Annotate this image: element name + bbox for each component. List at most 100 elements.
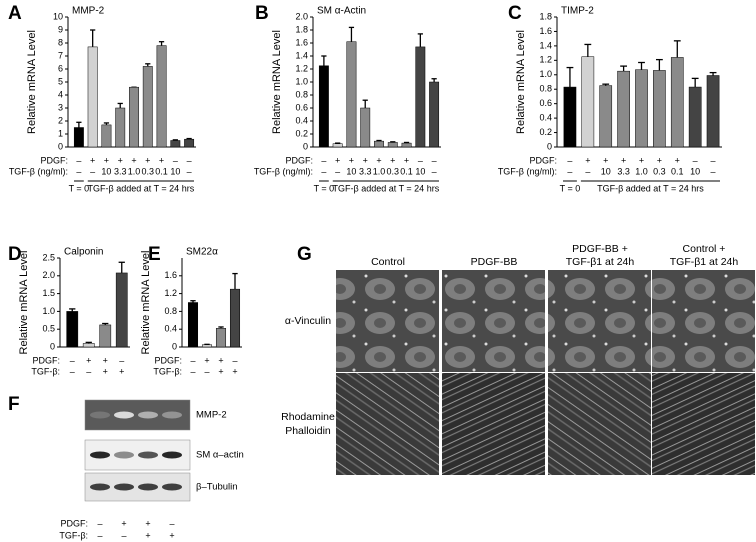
- y-tick-label: 0.5: [42, 324, 55, 334]
- y-tick-label: 1.6: [164, 270, 177, 280]
- bar: [87, 46, 98, 148]
- chart-title: SM22α: [186, 247, 218, 258]
- condition-value: –: [70, 366, 75, 376]
- condition-value: –: [711, 155, 716, 165]
- blot-label: MMP-2: [196, 410, 227, 421]
- row-label: Rhodamine: [281, 411, 335, 423]
- condition-label: PDGF:: [285, 155, 313, 165]
- bar: [635, 69, 648, 148]
- bar: [142, 66, 153, 148]
- condition-value: 0.3: [387, 166, 400, 176]
- condition-value: –: [432, 155, 437, 165]
- condition-value: +: [86, 355, 91, 365]
- condition-value: +: [657, 155, 662, 165]
- condition-value: +: [145, 530, 150, 540]
- y-tick-label: 0.6: [295, 102, 308, 112]
- condition-value: –: [335, 166, 340, 176]
- row-label: α-Vinculin: [285, 315, 331, 327]
- bar: [101, 124, 112, 148]
- y-axis-label: Relative mRNA Level: [26, 30, 38, 134]
- condition-value: –: [567, 155, 572, 165]
- condition-value: +: [159, 155, 164, 165]
- condition-value: –: [585, 166, 590, 176]
- panel-letter: F: [8, 394, 20, 415]
- condition-value: +: [218, 355, 223, 365]
- micrograph: [442, 373, 545, 475]
- y-tick-label: 2.0: [295, 11, 308, 21]
- condition-value: 1.0: [373, 166, 386, 176]
- scale-bar: [712, 521, 740, 526]
- bar: [387, 142, 398, 148]
- y-tick-label: 0: [303, 141, 308, 151]
- condition-value: –: [190, 355, 195, 365]
- blot-band: [138, 483, 158, 491]
- y-tick-label: 7: [58, 50, 63, 60]
- condition-value: 0.1: [400, 166, 413, 176]
- condition-value: +: [232, 366, 237, 376]
- micrograph: [652, 373, 755, 475]
- column-header: PDGF-BB +: [572, 243, 628, 255]
- condition-value: +: [169, 530, 174, 540]
- bar: [156, 45, 167, 148]
- chart-title: TIMP-2: [561, 6, 594, 17]
- chart-title: SM α-Actin: [317, 6, 366, 17]
- condition-value: –: [173, 155, 178, 165]
- bar: [187, 302, 199, 348]
- micrograph: [336, 373, 439, 475]
- y-tick-label: 4: [58, 89, 63, 99]
- bar: [653, 70, 666, 148]
- condition-label: TGF-β (ng/ml):: [9, 166, 68, 176]
- condition-value: +: [90, 155, 95, 165]
- blot-label: SM α–actin: [196, 450, 244, 461]
- y-tick-label: 3: [58, 102, 63, 112]
- y-tick-label: 1.6: [295, 37, 308, 47]
- condition-label: PDGF:: [529, 155, 557, 165]
- y-tick-label: 0: [547, 141, 552, 151]
- y-tick-label: 1.5: [42, 288, 55, 298]
- condition-value: +: [103, 366, 108, 376]
- condition-value: 10: [346, 166, 356, 176]
- condition-label: PDGF:: [154, 355, 182, 365]
- column-header: PDGF-BB: [471, 256, 518, 268]
- y-tick-label: 0.8: [164, 306, 177, 316]
- condition-label: TGF-β:: [153, 366, 182, 376]
- condition-value: –: [190, 366, 195, 376]
- y-tick-label: 0.2: [539, 127, 552, 137]
- condition-value: 3.3: [114, 166, 127, 176]
- bar: [115, 272, 128, 348]
- blot-strip: [84, 399, 191, 431]
- column-header: TGF-β1 at 24h: [566, 256, 635, 268]
- bar: [563, 86, 577, 148]
- bar: [670, 57, 684, 148]
- micrograph: [442, 270, 545, 372]
- bar: [201, 344, 213, 348]
- condition-value: +: [603, 155, 608, 165]
- y-axis-label: Relative mRNA Level: [515, 30, 527, 134]
- y-tick-label: 1.4: [539, 40, 552, 50]
- condition-value: –: [119, 355, 124, 365]
- condition-value: +: [621, 155, 626, 165]
- bar: [115, 107, 126, 148]
- bar: [129, 86, 139, 148]
- condition-label: PDGF:: [60, 518, 88, 528]
- condition-value: –: [418, 155, 423, 165]
- blot-label: β–Tubulin: [196, 482, 238, 493]
- bar: [429, 81, 440, 148]
- y-tick-label: 1.0: [295, 76, 308, 86]
- bar: [332, 143, 343, 148]
- condition-label: PDGF:: [32, 355, 60, 365]
- blot-band: [162, 483, 182, 491]
- bar: [170, 140, 181, 148]
- y-tick-label: 1.0: [539, 69, 552, 79]
- bar: [599, 85, 613, 148]
- y-tick-label: 0.4: [295, 115, 308, 125]
- condition-value: –: [567, 166, 572, 176]
- condition-value: +: [131, 155, 136, 165]
- condition-value: –: [97, 518, 102, 528]
- y-tick-label: 1.4: [295, 50, 308, 60]
- condition-label: TGF-β (ng/ml):: [498, 166, 557, 176]
- condition-label: PDGF:: [40, 155, 68, 165]
- condition-value: +: [335, 155, 340, 165]
- condition-value: 0.3: [653, 166, 666, 176]
